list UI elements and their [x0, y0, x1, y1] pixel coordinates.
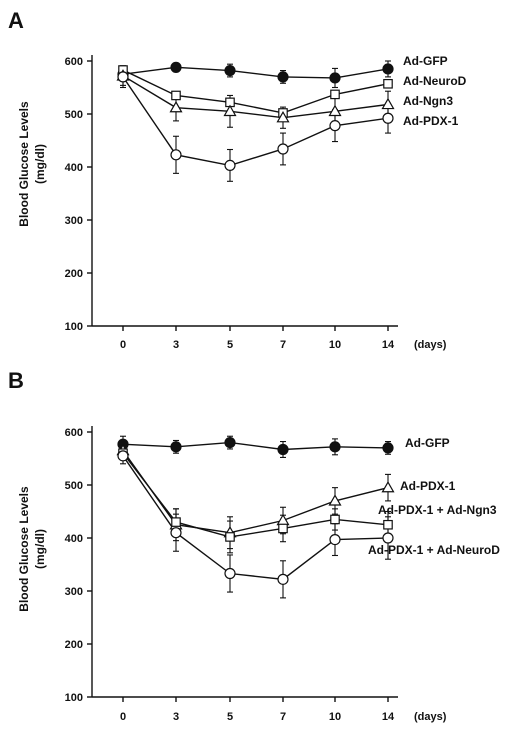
- panel-a-legend-label-2: Ad-Ngn3: [403, 94, 453, 108]
- panel-b-x-tick-label: 7: [280, 711, 286, 723]
- panel-a-legend-label-1: Ad-NeuroD: [403, 74, 467, 88]
- panel-b-series-2-point: [330, 514, 340, 525]
- panel-b-series-2-line: [122, 452, 389, 538]
- panel-b-series-1-point: [328, 494, 342, 506]
- panel-b-series-1-line: [122, 450, 389, 534]
- panel-b-legend-label-3: Ad-PDX-1 + Ad-NeuroD: [368, 543, 500, 557]
- panel-a-series-2-point: [381, 97, 395, 110]
- panel-a-legend-label-0: Ad-GFP: [403, 54, 448, 68]
- panel-a-series-0-point: [329, 72, 341, 84]
- panel-a-x-tick-label: 14: [382, 339, 395, 351]
- panel-a-series-3-point: [170, 149, 182, 161]
- panel-a-x-tick-label: 0: [120, 339, 126, 351]
- panel-b-series-3-point: [277, 573, 289, 585]
- panel-b-y-tick-label: 600: [65, 427, 83, 439]
- panel-a-series-3-line: [122, 76, 389, 167]
- panel-a-series-3-point: [224, 159, 236, 172]
- panel-a-axes: 100 200 300 400 500 600 0 3 5 7 10 14 (days): [65, 55, 447, 351]
- panel-b-series-3-point: [224, 567, 236, 580]
- panel-b-x-tick-label: 3: [173, 711, 179, 723]
- panel-b-ylabel-line2: (mg/dl): [33, 529, 47, 569]
- panel-b-series-2-point: [225, 532, 235, 542]
- panel-b-legend-label-0: Ad-GFP: [405, 436, 450, 450]
- panel-b: B Blood Glucose Levels (mg/dl) 100200300…: [8, 368, 500, 723]
- panel-b-ylabel-line1: Blood Glucose Levels: [17, 486, 31, 612]
- panel-b-axes: 100 200 300 400 500 600 0 3 5 7 10 14 (days): [65, 426, 447, 723]
- panel-b-series-3-point: [117, 450, 129, 462]
- panel-a-ylabel-line1: Blood Glucose Levels: [17, 101, 31, 227]
- panel-a-y-tick-label: 500: [65, 109, 83, 121]
- panel-b-series-3-point: [170, 527, 182, 539]
- panel-a-series-2-point: [276, 111, 290, 123]
- panel-a-legend: Ad-GFP Ad-NeuroD Ad-Ngn3 Ad-PDX-1: [403, 54, 467, 128]
- panel-b-x-tick-label: 10: [329, 711, 341, 723]
- panel-b-series-3-line: [122, 455, 389, 581]
- panel-b-x-unit-label: (days): [414, 711, 447, 723]
- panel-b-series-2-point: [171, 517, 181, 527]
- panel-a-series-0-point: [277, 71, 289, 83]
- panel-a-series-2-point: [223, 104, 237, 117]
- panel-b-x-tick-label: 14: [382, 711, 395, 723]
- panel-b-marks: [116, 435, 395, 599]
- panel-b-series-3-point: [382, 532, 394, 544]
- panel-b-legend: Ad-GFP Ad-PDX-1 Ad-PDX-1 + Ad-Ngn3 Ad-PDX-1…: [368, 436, 500, 557]
- panel-b-y-tick-label: 300: [65, 586, 83, 598]
- panel-a-y-tick-label: 300: [65, 215, 83, 227]
- panel-a-letter: A: [8, 8, 24, 33]
- panel-a-series-3-point: [382, 112, 394, 124]
- panel-b-series-1-point: [381, 480, 395, 493]
- panel-a-series-0-point: [224, 64, 236, 77]
- panel-a-x-unit-label: (days): [414, 339, 447, 351]
- panel-a-series-1-line: [122, 69, 389, 114]
- panel-a-x-tick-label: 10: [329, 339, 341, 351]
- panel-b-legend-label-2: Ad-PDX-1 + Ad-Ngn3: [378, 503, 497, 517]
- panel-a-series-1-point: [383, 78, 393, 89]
- panel-a-series-0-point: [382, 63, 394, 75]
- panel-b-series-3-point: [329, 533, 341, 546]
- panel-a-y-tick-label: 100: [65, 321, 83, 333]
- panel-a-legend-label-3: Ad-PDX-1: [403, 114, 459, 128]
- panel-a-y-tick-label: 600: [65, 56, 83, 68]
- panel-b-series-1-point: [276, 513, 290, 526]
- panel-a-marks: [116, 60, 395, 182]
- panel-a-series-2-point: [328, 104, 342, 117]
- panel-b-series-0-point: [382, 442, 394, 454]
- panel-b-y-tick-label: 500: [65, 480, 83, 492]
- panel-a-series-1-point: [171, 90, 181, 101]
- panel-a-series-2-line: [122, 75, 389, 119]
- panel-a-series-3-point: [117, 71, 129, 83]
- panel-b-series-0-line: [122, 441, 389, 451]
- panel-b-x-tick-label: 5: [227, 711, 233, 723]
- panel-a-ylabel-line2: (mg/dl): [33, 144, 47, 184]
- panel-b-series-0-point: [277, 443, 289, 456]
- panel-b-series-0-point: [170, 441, 182, 453]
- panel-a-series-3-point: [329, 120, 341, 132]
- panel-a-x-tick-label: 7: [280, 339, 286, 351]
- panel-b-letter: B: [8, 368, 24, 393]
- panel-b-series-2-point: [383, 519, 393, 530]
- panel-a-series-0-point: [170, 61, 182, 73]
- panel-b-series-0-point: [329, 441, 341, 453]
- panel-a-y-tick-label: 400: [65, 162, 83, 174]
- panel-b-y-tick-label: 400: [65, 533, 83, 545]
- panel-a-y-tick-label: 200: [65, 268, 83, 280]
- panel-b-y-tick-label: 100: [65, 692, 83, 704]
- panel-a-x-tick-label: 3: [173, 339, 179, 351]
- panel-b-legend-label-1: Ad-PDX-1: [400, 479, 456, 493]
- panel-b-x-tick-label: 0: [120, 711, 126, 723]
- panel-a-series-0-line: [122, 66, 389, 79]
- panel-a-series-3-point: [277, 143, 289, 155]
- panel-a-x-tick-label: 5: [227, 339, 233, 351]
- panel-b-series-2-point: [278, 523, 288, 534]
- panel-b-y-tick-label: 200: [65, 639, 83, 651]
- panel-b-series-0-point: [224, 437, 236, 449]
- panel-a-series-1-point: [330, 89, 340, 100]
- panel-a: A Blood Glucose Levels (mg/dl) 100200300…: [8, 8, 467, 351]
- panel-a-series-2-point: [169, 100, 183, 113]
